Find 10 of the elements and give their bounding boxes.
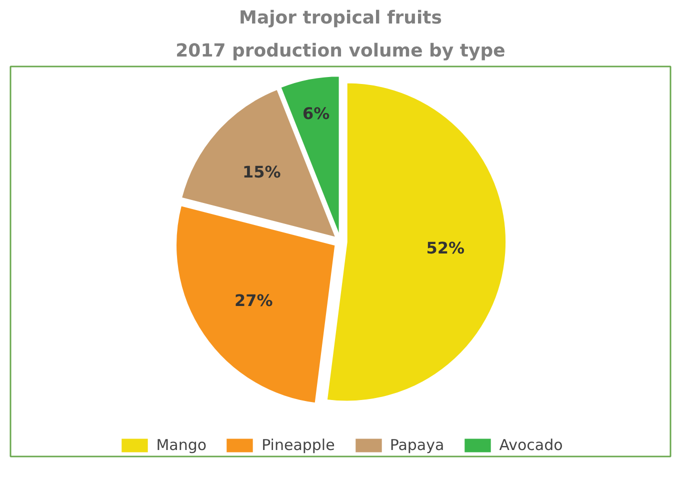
data-label: 27% bbox=[234, 291, 273, 310]
data-label: 15% bbox=[242, 162, 281, 182]
legend-label: Avocado bbox=[499, 436, 563, 454]
chart-title: Major tropical fruits bbox=[239, 8, 442, 28]
legend-label: Mango bbox=[156, 436, 207, 454]
data-label: 52% bbox=[426, 238, 465, 258]
legend-label: Papaya bbox=[390, 436, 444, 454]
legend-label: Pineapple bbox=[262, 436, 335, 454]
chart-subtitle: 2017 production volume by type bbox=[176, 40, 506, 62]
data-label: 6% bbox=[302, 104, 330, 123]
